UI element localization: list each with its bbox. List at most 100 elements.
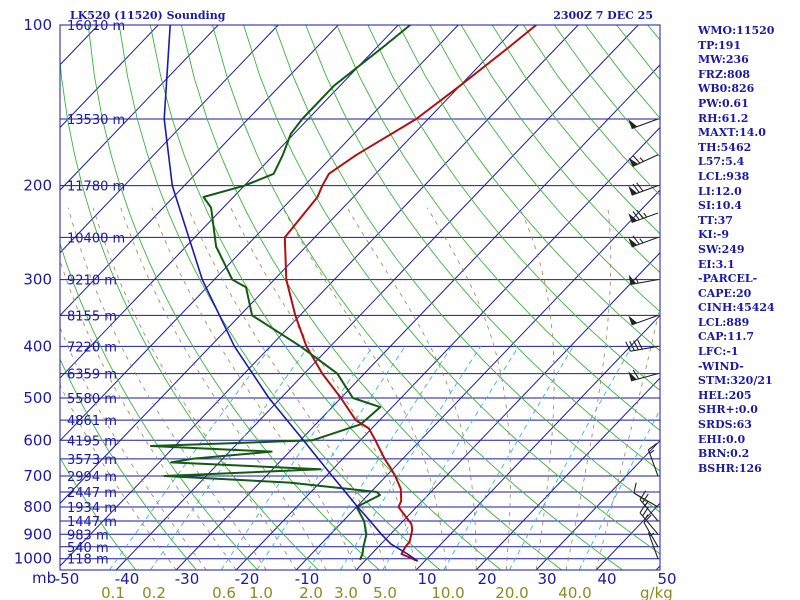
wind-barb-flag: [642, 506, 649, 517]
temperature-tick-label: -30: [175, 570, 200, 588]
pressure-unit-label: mb: [32, 569, 56, 587]
wind-barb: [628, 235, 659, 248]
sounding-index-item: BSHR:126: [698, 461, 762, 475]
mixing-ratio-tick-label: 10.0: [431, 584, 464, 600]
isotherm-line: [60, 25, 459, 442]
height-tick-label: 4861 m: [67, 414, 117, 429]
wind-barb: [647, 532, 659, 559]
wind-barb-flag: [639, 503, 647, 514]
wind-barb-flag: [632, 211, 640, 221]
pressure-tick-label: 400: [23, 337, 52, 355]
wind-barb-pennant: [628, 237, 638, 247]
mixing-ratio-line: [340, 346, 481, 570]
wind-barb-staff: [631, 118, 659, 130]
mixing-ratio-line: [382, 346, 519, 570]
dry-adiabat-line: [118, 25, 441, 570]
mixing-ratio-unit-label: g/kg: [640, 584, 673, 600]
sounding-index-item: WMO:11520: [698, 24, 775, 37]
pressure-tick-label: 300: [23, 271, 52, 289]
wind-barb-pennant: [628, 157, 639, 167]
sounding-index-item: LCL:889: [698, 315, 750, 329]
sounding-index-item: PW:0.61: [698, 96, 749, 110]
dry-adiabat-line: [398, 25, 660, 352]
wind-barb-pennant: [628, 315, 638, 325]
isotherm-line: [60, 25, 579, 567]
mixing-ratio-tick-label: 1.0: [249, 584, 273, 600]
sounding-index-item: SRDS:63: [698, 418, 752, 432]
wind-barb: [628, 182, 659, 196]
dewpoint-trace: [149, 25, 411, 561]
wind-barb-staff: [639, 499, 659, 522]
mixing-ratio-tick-label: 3.0: [334, 584, 358, 600]
height-tick-label: 2447 m: [67, 486, 117, 501]
wind-barb-flag: [639, 490, 647, 500]
diagram-grid: [60, 25, 660, 570]
sounding-indices-panel: WMO:11520 TP:191 MW:236 FRZ:808 WB0:826 PW:0.…: [698, 24, 775, 476]
wind-barb-pennant: [628, 274, 637, 285]
isotherm-line: [60, 25, 159, 129]
dry-adiabat-line: [336, 25, 660, 431]
temperature-tick-label: -10: [295, 570, 320, 588]
sounding-index-item: MW:236: [698, 53, 749, 67]
sounding-index-item: TT:37: [698, 213, 733, 227]
wind-barb: [628, 274, 659, 286]
isotherm-line: [535, 439, 660, 570]
wind-barb-flag: [648, 443, 658, 451]
parcel-trace: [163, 25, 419, 562]
height-tick-label: 2994 m: [67, 470, 117, 485]
sounding-index-item: TH:5462: [698, 140, 752, 154]
mixing-ratio-tick-label: 0.2: [142, 584, 166, 600]
sounding-index-item: EHI:0.0: [698, 432, 746, 446]
pressure-tick-label: 100: [23, 16, 52, 34]
moist-adiabat-line: [230, 207, 417, 570]
wind-barb: [647, 443, 659, 477]
wind-barb: [628, 369, 659, 382]
wind-barb: [628, 209, 659, 224]
sounding-index-item: -PARCEL-: [698, 272, 758, 286]
isotherm-line: [60, 25, 519, 505]
dry-adiabat-line: [212, 25, 623, 570]
height-tick-label: 540 m: [67, 541, 109, 556]
wind-barb-flag: [633, 340, 639, 351]
sounding-index-item: BRN:0.2: [698, 447, 750, 461]
pressure-tick-label: 700: [23, 467, 52, 485]
pressure-tick-label: 900: [23, 525, 52, 543]
height-tick-label: 5580 m: [67, 392, 117, 407]
wind-barb-half-flag: [644, 514, 649, 520]
isotherm-line: [60, 25, 399, 379]
height-tick-label: 11780 m: [67, 180, 125, 195]
sounding-index-item: WB0:826: [698, 82, 755, 96]
mixing-ratio-tick-label: 40.0: [558, 584, 591, 600]
wind-barb-staff: [633, 492, 659, 508]
wind-barb-half-flag: [643, 212, 648, 218]
pressure-tick-label: 1000: [14, 550, 52, 568]
wind-barb-half-flag: [639, 157, 644, 162]
valid-time: 2300Z 7 DEC 25: [553, 9, 653, 22]
wind-barb-flag: [629, 340, 635, 351]
dry-adiabat-line: [87, 25, 380, 570]
wind-barb-half-flag: [649, 449, 655, 454]
sounding-index-item: CAPE:20: [698, 286, 752, 300]
sounding-index-item: EI:3.1: [698, 257, 735, 271]
sounding-index-item: HEL:205: [698, 388, 752, 402]
isotherm-line: [235, 126, 660, 570]
isotherm-line: [60, 25, 279, 254]
mixing-ratio-tick-label: 5.0: [373, 584, 397, 600]
temperature-tick-label: 40: [597, 570, 616, 588]
moist-adiabat-line: [426, 207, 511, 570]
height-tick-label: 1934 m: [67, 501, 117, 516]
wind-barb-flag: [625, 341, 631, 352]
wind-barb-flag: [632, 183, 640, 193]
wind-barb-half-flag: [649, 532, 655, 537]
dry-adiabat-line: [180, 25, 562, 570]
wind-barb-flag: [637, 339, 643, 350]
mixing-ratio-line: [308, 346, 453, 570]
sounding-index-item: LFC:-1: [698, 345, 739, 359]
wind-barb: [625, 339, 659, 352]
isotherm-line: [475, 377, 660, 570]
height-tick-label: 16010 m: [67, 19, 125, 34]
sounding-index-item: L57:5.4: [698, 155, 745, 169]
dry-adiabat-line: [60, 456, 137, 570]
